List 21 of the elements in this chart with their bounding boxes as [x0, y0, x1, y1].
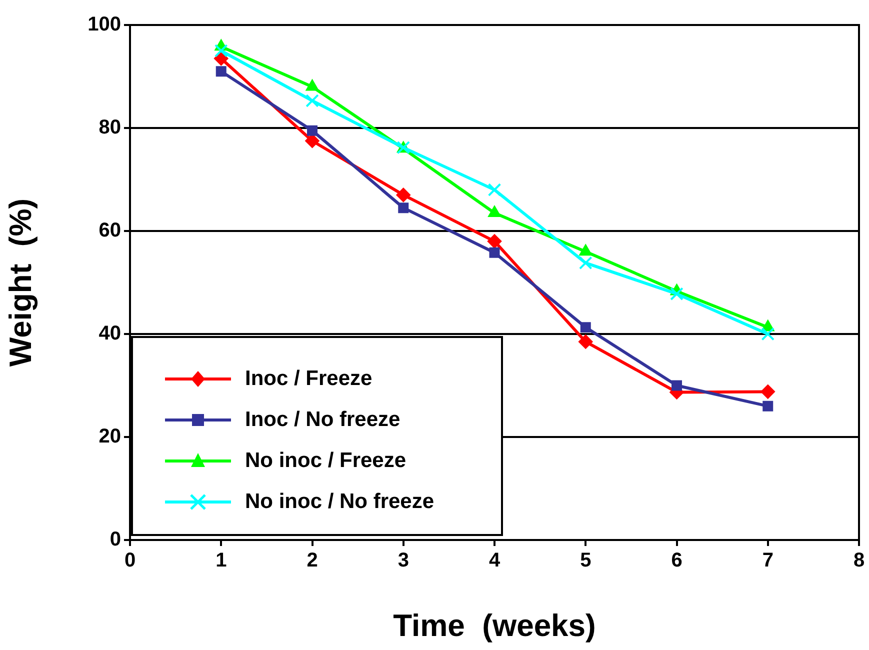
y-tick-label: 80: [98, 116, 121, 139]
legend-label: No inoc / No freeze: [245, 490, 434, 514]
x-tick-label: 0: [124, 550, 136, 572]
y-axis-title: Weight (%): [3, 198, 38, 367]
x-axis-title: Time (weeks): [393, 608, 596, 643]
x-tick-label: 2: [306, 550, 318, 572]
legend-label: No inoc / Freeze: [245, 448, 406, 472]
legend-label: Inoc / Freeze: [245, 366, 372, 390]
x-tick-label: 1: [216, 550, 227, 572]
y-tick-label: 0: [110, 528, 121, 551]
x-tick-label: 5: [580, 550, 592, 572]
x-tick-label: 6: [671, 550, 682, 572]
x-tick-label: 4: [488, 550, 501, 572]
x-tick-label: 3: [398, 550, 409, 572]
x-tick-label: 8: [853, 550, 865, 572]
legend-label: Inoc / No freeze: [245, 408, 400, 432]
y-tick-label: 100: [88, 14, 121, 36]
y-tick-label: 20: [98, 426, 121, 448]
y-tick-label: 40: [98, 322, 121, 345]
x-tick-label: 7: [762, 550, 774, 572]
y-tick-label: 60: [98, 220, 121, 242]
